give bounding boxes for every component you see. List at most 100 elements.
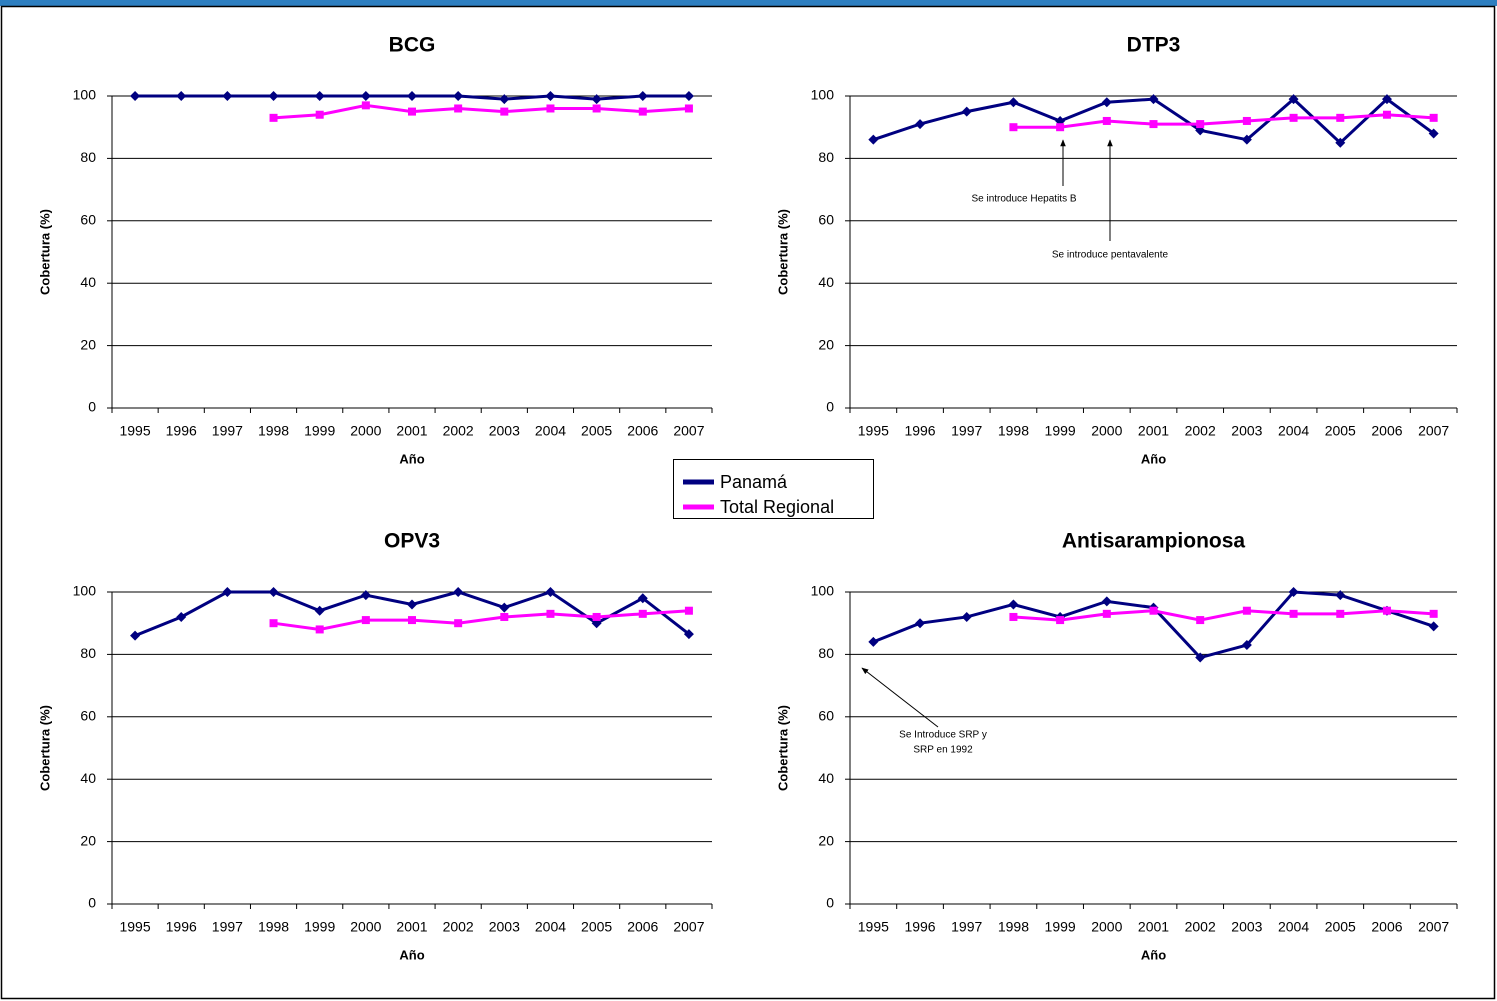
y-tick-label: 40 [80,274,96,290]
marker [130,91,141,101]
x-tick-label: 2000 [350,423,381,439]
marker [1148,94,1159,105]
marker [408,107,416,116]
x-tick-label: 1996 [166,919,197,935]
marker [1101,596,1112,607]
marker [1289,609,1298,618]
annotation: SRP en 1992 [913,745,973,756]
x-tick-label: 2005 [1325,423,1356,439]
y-tick-label: 60 [818,708,834,724]
x-tick-label: 2004 [1278,919,1309,935]
marker [269,619,278,628]
marker [407,91,417,101]
marker [1241,640,1252,651]
marker [361,101,370,110]
annotation: Se introduce pentavalente [1052,250,1169,261]
x-tick-label: 2002 [443,919,474,935]
marker [1149,606,1158,615]
marker [638,609,647,618]
chart-title: BCG [389,34,436,57]
y-tick-label: 40 [818,274,834,290]
marker [314,605,325,616]
marker [1429,609,1438,618]
marker [1381,94,1392,105]
marker [499,94,510,105]
x-axis-label: Año [399,451,424,466]
x-tick-label: 1998 [258,919,289,935]
x-tick-label: 1995 [119,423,150,439]
legend-label: Total Regional [720,497,834,517]
series-line [872,590,1435,660]
y-tick-label: 0 [88,895,96,911]
marker [222,587,233,597]
series-line [273,609,690,631]
marker [1102,609,1111,618]
marker [1335,137,1346,148]
marker [453,91,464,101]
marker [915,119,926,130]
marker [1196,120,1205,129]
marker [1288,587,1299,597]
marker [546,609,555,618]
x-tick-label: 2002 [1185,919,1216,935]
y-tick-label: 20 [80,832,96,848]
x-tick-label: 2001 [1138,919,1169,935]
x-tick-label: 2005 [581,919,612,935]
x-tick-label: 1996 [904,919,935,935]
series-line [134,590,690,638]
marker [1102,116,1111,125]
x-tick-label: 1997 [951,919,982,935]
x-tick-label: 2002 [1185,423,1216,439]
marker [1241,134,1252,145]
frame [0,5,1496,1000]
x-tick-label: 2001 [396,919,427,935]
marker [591,94,602,105]
y-tick-label: 80 [80,645,96,661]
x-tick-label: 2001 [396,423,427,439]
x-tick-label: 1999 [1045,919,1076,935]
y-tick-label: 80 [818,149,834,165]
marker [683,629,694,640]
x-tick-label: 1998 [258,423,289,439]
marker [315,110,324,119]
y-tick-label: 0 [88,399,96,415]
series-line [1013,609,1434,622]
marker [1009,123,1018,132]
y-tick-label: 100 [811,87,835,103]
annotation: Se introduce Hepatits B [971,194,1076,205]
marker [1428,621,1439,632]
y-tick-label: 100 [73,87,97,103]
series-line [273,103,690,120]
x-tick-label: 1997 [951,423,982,439]
x-tick-label: 2007 [673,919,704,935]
marker [1008,599,1019,610]
marker [1288,94,1299,105]
series-line [1013,113,1434,129]
marker [1056,123,1065,132]
marker [454,619,463,628]
chart-title: OPV3 [384,530,440,553]
y-tick-label: 0 [826,895,834,911]
x-tick-label: 2000 [350,919,381,935]
marker [1336,113,1345,122]
y-tick-label: 40 [80,770,96,786]
marker [360,91,371,101]
x-axis-label: Año [399,947,424,962]
marker [545,587,556,597]
x-tick-label: 2002 [443,423,474,439]
marker [1382,110,1391,119]
marker [1335,590,1346,601]
y-tick-label: 20 [80,336,96,352]
x-tick-label: 2003 [489,919,520,935]
marker [408,616,416,625]
marker [592,612,601,621]
y-tick-label: 60 [80,708,96,724]
marker [454,104,463,113]
marker [1242,116,1251,125]
marker [961,106,972,117]
x-tick-label: 2007 [1418,423,1449,439]
x-tick-label: 1995 [119,919,150,935]
marker [360,590,371,601]
x-tick-label: 2006 [627,423,658,439]
marker [314,91,325,101]
